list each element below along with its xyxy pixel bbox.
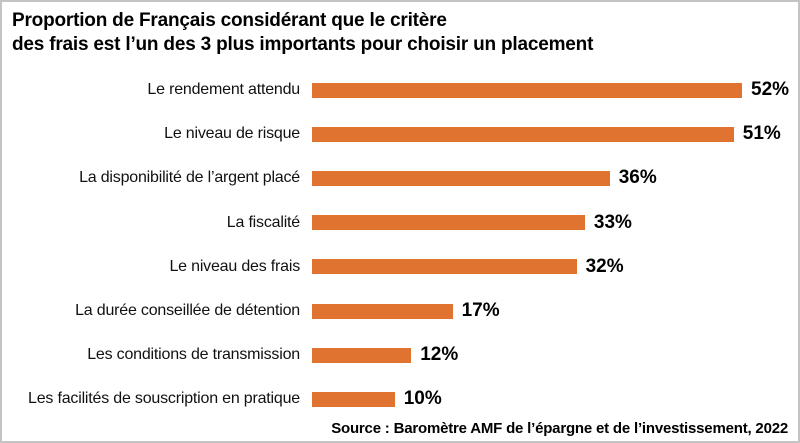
bar-row: La durée conseillée de détention 17% (2, 289, 798, 333)
bar (312, 391, 395, 407)
bar-value-label: 17% (461, 300, 500, 322)
bar-category-label: La durée conseillée de détention (75, 302, 300, 320)
bar-category-label: La fiscalité (226, 213, 300, 231)
bar-value-label: 12% (420, 344, 459, 366)
bar-value-label: 51% (742, 123, 781, 145)
bar (312, 170, 610, 186)
bar-value-label: 32% (585, 255, 624, 277)
bar-wrap: 51% (312, 123, 781, 145)
bar-rows: Le rendement attendu 52% Le niveau de ri… (2, 68, 798, 422)
bar-category-label: Le rendement attendu (147, 81, 300, 99)
bar (312, 259, 577, 275)
bar-wrap: 36% (312, 167, 657, 189)
bar-row: Le rendement attendu 52% (2, 68, 798, 112)
bar (312, 303, 453, 319)
bar-value-label: 10% (403, 388, 442, 410)
bar-category-label: Les facilités de souscription en pratiqu… (28, 390, 300, 408)
bar (312, 126, 734, 142)
bar (312, 215, 585, 231)
bar-category-label: Le niveau de risque (164, 125, 300, 143)
bar-wrap: 32% (312, 256, 624, 278)
bar (312, 82, 742, 98)
bar-row: Les facilités de souscription en pratiqu… (2, 377, 798, 421)
bar-value-label: 36% (618, 167, 657, 189)
source-caption: Source : Baromètre AMF de l’épargne et d… (331, 420, 788, 437)
bar-wrap: 52% (312, 79, 789, 101)
bar-row: La disponibilité de l’argent placé 36% (2, 156, 798, 200)
bar-wrap: 12% (312, 344, 458, 366)
bar-row: La fiscalité 33% (2, 201, 798, 245)
chart-title: Proportion de Français considérant que l… (12, 9, 593, 57)
bar-category-label: La disponibilité de l’argent placé (79, 169, 300, 187)
chart-title-line-2: des frais est l’un des 3 plus importants… (12, 34, 594, 55)
bar-wrap: 10% (312, 388, 442, 410)
bar (312, 347, 412, 363)
bar-wrap: 17% (312, 300, 500, 322)
chart-title-line-1: Proportion de Français considérant que l… (12, 10, 447, 31)
bar-row: Le niveau de risque 51% (2, 112, 798, 156)
bar-category-label: Le niveau des frais (169, 257, 300, 275)
bar-wrap: 33% (312, 212, 632, 234)
bar-value-label: 33% (593, 211, 632, 233)
bar-value-label: 52% (751, 79, 790, 101)
bar-row: Les conditions de transmission 12% (2, 333, 798, 377)
bar-category-label: Les conditions de transmission (87, 346, 300, 364)
bar-row: Le niveau des frais 32% (2, 245, 798, 289)
